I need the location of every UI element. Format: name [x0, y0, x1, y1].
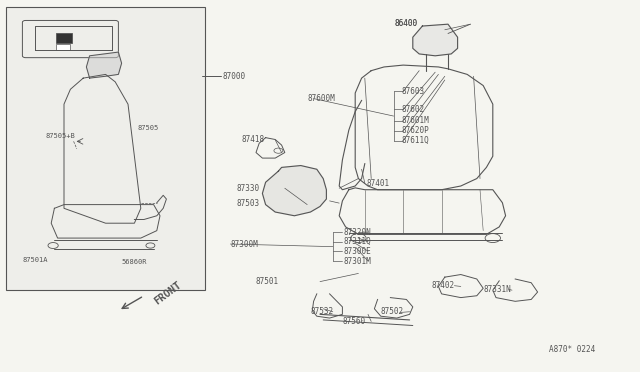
Polygon shape: [413, 24, 458, 56]
Text: 87501A: 87501A: [22, 257, 48, 263]
Polygon shape: [262, 166, 326, 216]
Bar: [56, 44, 70, 50]
Polygon shape: [86, 52, 122, 78]
Text: 87300M: 87300M: [230, 240, 258, 248]
Text: 87600M: 87600M: [307, 94, 335, 103]
Text: 86400: 86400: [395, 19, 418, 28]
Text: 56860R: 56860R: [122, 259, 147, 265]
Text: 87401: 87401: [367, 179, 390, 187]
Text: 87502: 87502: [381, 307, 404, 316]
Text: 87601M: 87601M: [401, 116, 429, 125]
Text: 86400: 86400: [395, 19, 418, 28]
Bar: [6, 7, 205, 290]
Text: 87602: 87602: [401, 105, 424, 114]
Bar: [56, 33, 72, 43]
Text: FRONT: FRONT: [152, 279, 183, 306]
Text: 87330: 87330: [237, 184, 260, 193]
Text: 87311Q: 87311Q: [344, 237, 371, 246]
Text: 87603: 87603: [401, 87, 424, 96]
Text: 87501: 87501: [256, 277, 279, 286]
Text: 87560: 87560: [342, 317, 365, 326]
Text: 87532: 87532: [310, 307, 333, 316]
Text: 87301M: 87301M: [344, 257, 371, 266]
Text: 87331N: 87331N: [483, 285, 511, 294]
Text: 87320N: 87320N: [344, 228, 371, 237]
Text: 87620P: 87620P: [401, 126, 429, 135]
Text: 87402: 87402: [432, 281, 455, 290]
Text: 87418: 87418: [242, 135, 265, 144]
Text: 87300E: 87300E: [344, 247, 371, 256]
Text: 87505: 87505: [138, 125, 159, 131]
Text: 87505+B: 87505+B: [46, 133, 76, 139]
Text: 87503: 87503: [237, 199, 260, 208]
Text: 87611Q: 87611Q: [401, 136, 429, 145]
Text: A870* 0224: A870* 0224: [549, 345, 595, 354]
Text: 87000: 87000: [223, 72, 246, 81]
